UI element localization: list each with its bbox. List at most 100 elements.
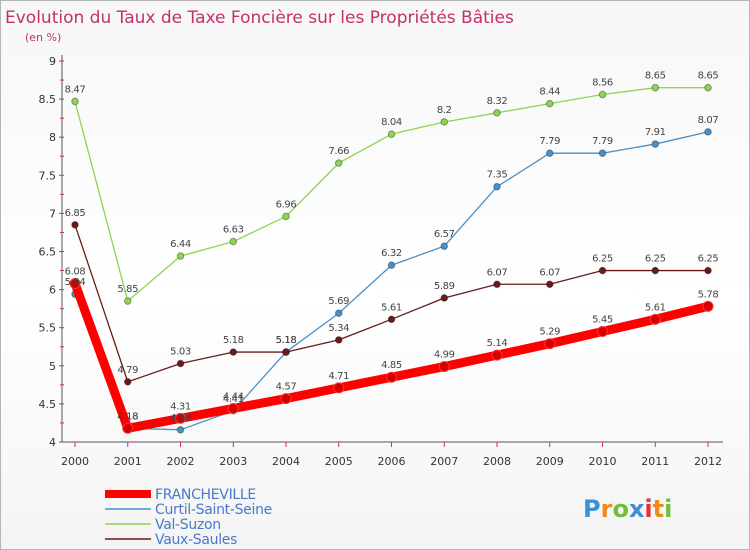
data-label: 6.57 bbox=[434, 229, 455, 240]
data-point bbox=[387, 130, 396, 138]
data-point bbox=[229, 237, 238, 246]
logo-letter: P bbox=[583, 495, 601, 523]
data-point bbox=[123, 297, 132, 305]
data-point bbox=[386, 371, 397, 383]
data-label: 5.18 bbox=[276, 335, 297, 346]
data-point bbox=[493, 182, 501, 191]
y-tick-label: 4 bbox=[49, 436, 56, 449]
data-point bbox=[71, 221, 79, 229]
data-point bbox=[71, 97, 79, 106]
x-tick-label: 2006 bbox=[378, 455, 406, 468]
y-tick-label: 7 bbox=[49, 207, 56, 220]
data-label: 4.31 bbox=[170, 401, 191, 412]
data-point bbox=[598, 149, 607, 158]
data-label: 5.45 bbox=[592, 315, 613, 326]
data-label: 4.18 bbox=[117, 411, 138, 422]
y-tick-label: 5 bbox=[49, 360, 56, 373]
data-label: 6.63 bbox=[223, 225, 244, 236]
data-point bbox=[176, 359, 185, 368]
data-label: 6.25 bbox=[698, 254, 719, 265]
logo-letter: i bbox=[644, 495, 652, 523]
data-label: 7.79 bbox=[592, 136, 613, 147]
legend-label: Curtil-Saint-Seine bbox=[155, 502, 272, 518]
logo-letter: r bbox=[601, 495, 613, 523]
data-point bbox=[649, 313, 661, 325]
data-label: 5.14 bbox=[487, 338, 508, 349]
data-point bbox=[333, 382, 345, 394]
data-label: 4.18 bbox=[117, 411, 138, 422]
data-label: 8.07 bbox=[698, 115, 719, 126]
x-tick-label: 2004 bbox=[272, 455, 300, 468]
data-label: 7.35 bbox=[487, 170, 508, 181]
data-point bbox=[440, 242, 449, 250]
data-point bbox=[440, 118, 449, 126]
data-point bbox=[123, 378, 132, 386]
data-point bbox=[282, 212, 290, 221]
data-point bbox=[387, 261, 396, 270]
data-label: 6.08 bbox=[65, 267, 86, 278]
data-point bbox=[545, 280, 554, 289]
chart-title: Evolution du Taux de Taxe Foncière sur l… bbox=[5, 8, 514, 28]
data-label: 8.04 bbox=[381, 117, 402, 128]
data-point bbox=[598, 90, 607, 99]
data-label: 5.29 bbox=[539, 327, 560, 338]
data-point bbox=[334, 159, 343, 167]
data-label: 4.16 bbox=[170, 413, 191, 424]
data-label: 5.78 bbox=[698, 289, 719, 300]
data-point bbox=[334, 336, 343, 344]
logo-letter: t bbox=[653, 495, 664, 523]
data-label: 5.18 bbox=[276, 335, 297, 346]
data-point bbox=[122, 422, 134, 434]
data-point bbox=[229, 348, 238, 356]
x-tick-label: 2010 bbox=[589, 455, 617, 468]
y-tick-label: 8 bbox=[49, 131, 56, 144]
data-point bbox=[545, 99, 554, 108]
data-label: 6.96 bbox=[276, 199, 297, 210]
y-tick-label: 4.5 bbox=[39, 398, 57, 411]
data-label: 4.99 bbox=[434, 350, 455, 361]
data-label: 5.34 bbox=[328, 323, 349, 334]
data-label: 6.85 bbox=[65, 208, 86, 219]
data-label: 5.94 bbox=[65, 277, 86, 288]
y-tick-label: 8.5 bbox=[39, 93, 57, 106]
data-label: 8.65 bbox=[645, 71, 666, 82]
data-point bbox=[334, 309, 343, 318]
data-label: 5.61 bbox=[381, 302, 402, 313]
data-label: 6.44 bbox=[170, 239, 191, 250]
x-tick-label: 2005 bbox=[325, 455, 353, 468]
legend: FRANCHEVILLECurtil-Saint-SeineVal-SuzonV… bbox=[105, 487, 272, 548]
data-label: 8.2 bbox=[437, 105, 452, 116]
data-label: 6.32 bbox=[381, 248, 402, 259]
data-point bbox=[651, 83, 660, 92]
legend-label: FRANCHEVILLE bbox=[155, 487, 256, 503]
data-point bbox=[491, 349, 503, 361]
data-point bbox=[598, 266, 607, 275]
data-label: 4.44 bbox=[223, 391, 244, 402]
data-label: 8.47 bbox=[65, 84, 86, 95]
data-point bbox=[280, 393, 292, 405]
data-label: 4.71 bbox=[328, 371, 349, 382]
data-point bbox=[69, 278, 81, 290]
data-label: 4.41 bbox=[223, 394, 244, 405]
logo-text: Proxiti bbox=[583, 495, 672, 523]
data-label: 6.25 bbox=[645, 254, 666, 265]
data-label: 6.25 bbox=[592, 254, 613, 265]
y-tick-label: 6 bbox=[49, 284, 56, 297]
x-tick-label: 2002 bbox=[167, 455, 195, 468]
data-point bbox=[597, 326, 608, 338]
data-point bbox=[175, 412, 186, 424]
x-tick-label: 2001 bbox=[114, 455, 142, 468]
data-point bbox=[704, 266, 712, 275]
logo-letter: o bbox=[612, 495, 629, 523]
data-label: 6.07 bbox=[539, 267, 560, 278]
data-label: 7.79 bbox=[539, 136, 560, 147]
data-point bbox=[545, 149, 554, 158]
data-point bbox=[387, 315, 396, 324]
data-point bbox=[493, 109, 501, 117]
data-point bbox=[651, 140, 660, 148]
x-tick-label: 2011 bbox=[641, 455, 669, 468]
data-label: 8.32 bbox=[487, 96, 508, 107]
data-labels: 8.47 5.85 6.44 6.63 6.96 7.66 8.04 8.2 8.32 8.44 8… bbox=[65, 71, 719, 424]
